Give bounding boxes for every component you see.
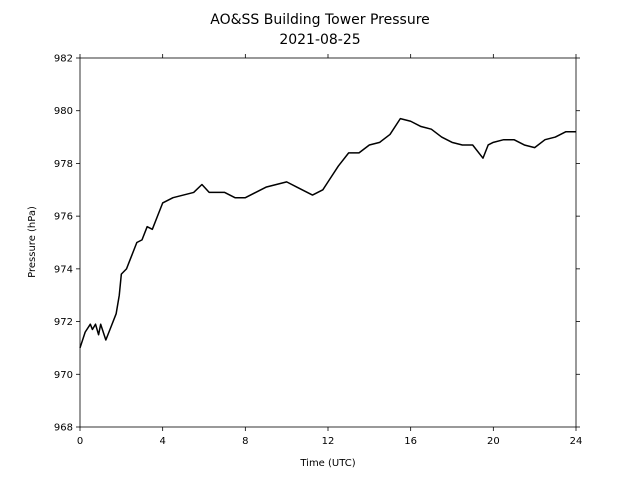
x-tick-label: 8	[242, 436, 248, 447]
x-tick-label: 4	[159, 436, 165, 447]
x-axis-label: Time (UTC)	[299, 458, 355, 469]
x-tick-label: 12	[322, 436, 335, 447]
y-axis-label: Pressure (hPa)	[27, 206, 38, 278]
data-line	[79, 117, 576, 349]
x-tick-label: 24	[570, 436, 583, 447]
y-tick-label: 974	[54, 264, 73, 275]
x-tick-label: 20	[487, 436, 500, 447]
x-tick-label: 16	[404, 436, 417, 447]
plot-frame	[79, 57, 577, 428]
y-tick-label: 968	[54, 423, 73, 434]
y-tick-label: 970	[54, 370, 73, 381]
y-tick-label: 982	[54, 54, 73, 65]
x-tick-label: 0	[77, 436, 83, 447]
y-tick-label: 980	[54, 106, 73, 117]
y-tick-label: 972	[54, 317, 73, 328]
chart-subtitle: 2021-08-25	[279, 32, 360, 48]
chart-title: AO&SS Building Tower Pressure	[210, 12, 430, 28]
y-tick-label: 978	[54, 159, 73, 170]
y-tick-label: 976	[54, 212, 73, 223]
